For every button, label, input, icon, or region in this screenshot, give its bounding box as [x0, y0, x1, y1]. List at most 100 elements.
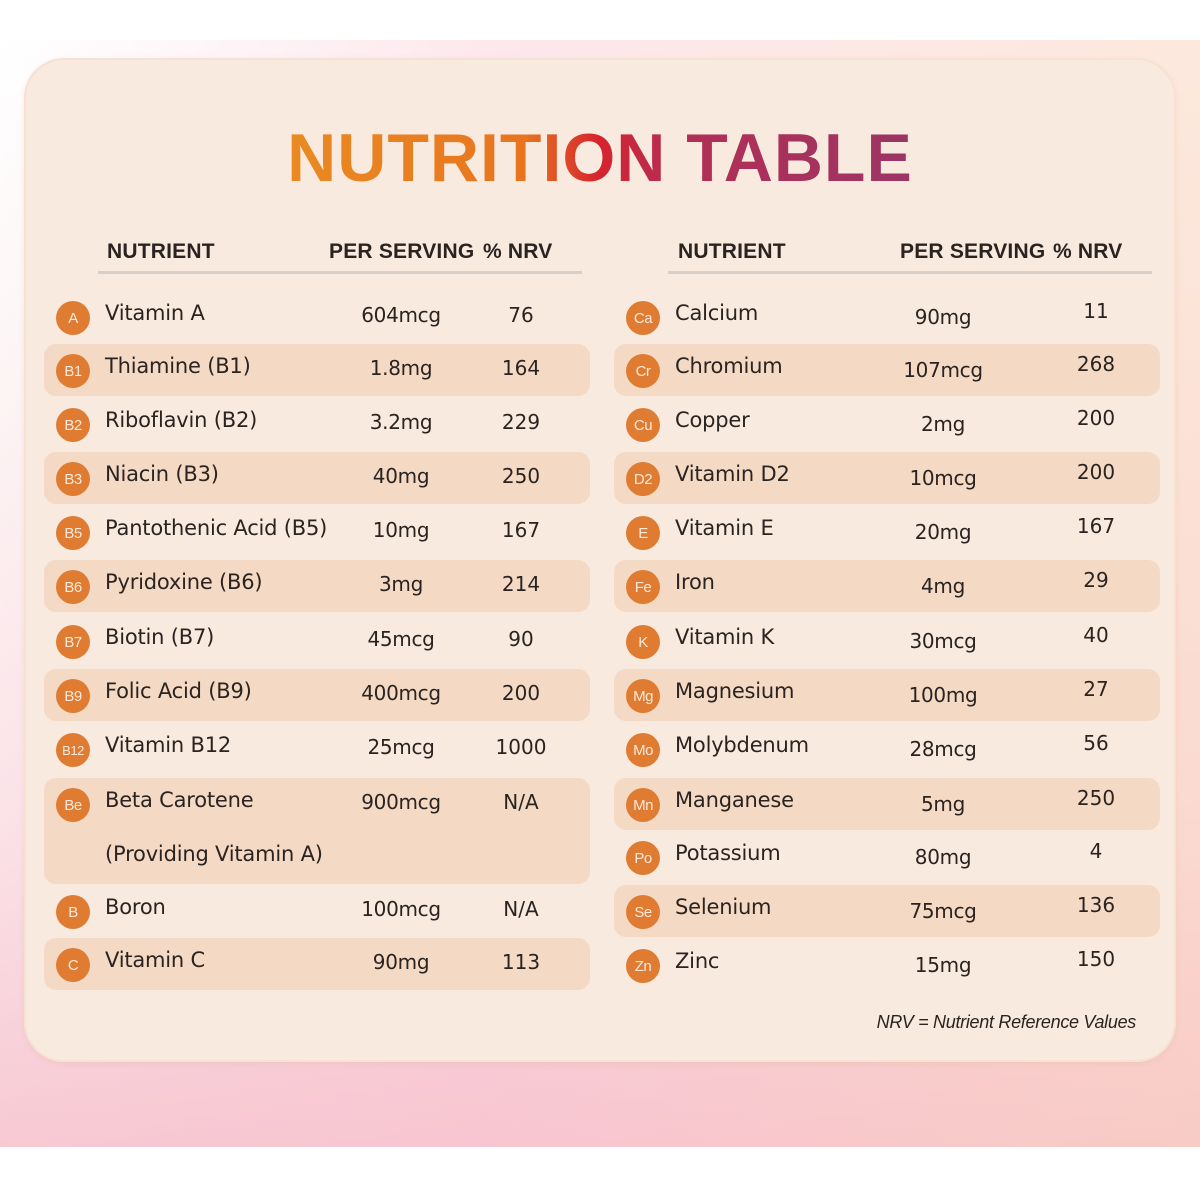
nutrient-name: Pyridoxine (B6): [105, 570, 263, 594]
per-serving-value: 10mcg: [909, 466, 977, 490]
nrv-value: 76: [508, 303, 534, 327]
per-serving-value: 75mcg: [909, 899, 977, 923]
nutrient-name: Molybdenum: [675, 733, 809, 757]
per-serving-value: 5mg: [920, 792, 965, 816]
nutrient-badge-icon: Ca: [626, 301, 660, 335]
nutrient-name: Zinc: [675, 949, 720, 973]
nrv-value: 164: [501, 356, 541, 380]
nutrient-name: Boron: [105, 895, 166, 919]
nutrient-badge-icon: C: [56, 948, 90, 982]
nrv-value: N/A: [503, 897, 539, 921]
nutrient-badge-icon: Po: [626, 841, 660, 875]
nutrient-badge-icon: Fe: [626, 570, 660, 604]
per-serving-value: 900mcg: [361, 790, 441, 814]
table-row: Mn Manganese 5mg 250: [614, 778, 1160, 830]
per-serving-value: 100mg: [908, 683, 978, 707]
table-row: Ca Calcium 90mg 11: [614, 291, 1160, 343]
nutrient-name: Chromium: [675, 354, 783, 378]
header-nutrient: NUTRIENT: [678, 240, 786, 263]
nutrient-badge-icon: D2: [626, 462, 660, 496]
right-table: NUTRIENT PER SERVING % NRV Ca Calcium 90…: [610, 236, 1170, 983]
table-row: Se Selenium 75mcg 136: [614, 885, 1160, 937]
nutrient-badge-icon: B12: [56, 733, 90, 767]
table-row: C Vitamin C 90mg 113: [44, 938, 590, 990]
nrv-value: 214: [501, 572, 541, 596]
nutrient-name: Vitamin C: [105, 948, 205, 972]
nrv-value: 11: [1083, 299, 1109, 323]
nrv-value: N/A: [503, 790, 539, 814]
per-serving-value: 1.8mg: [369, 356, 433, 380]
nutrient-badge-icon: B5: [56, 516, 90, 550]
header-divider: [668, 271, 1152, 274]
table-row: B1 Thiamine (B1) 1.8mg 164: [44, 344, 590, 396]
nutrient-name: Calcium: [675, 301, 759, 325]
table-row: K Vitamin K 30mcg 40: [614, 615, 1160, 667]
per-serving-value: 3.2mg: [369, 410, 433, 434]
per-serving-value: 90mg: [372, 950, 430, 974]
nrv-value: 167: [501, 518, 541, 542]
nrv-value: 150: [1076, 947, 1116, 971]
table-row: B6 Pyridoxine (B6) 3mg 214: [44, 560, 590, 612]
nutrient-badge-icon: K: [626, 625, 660, 659]
nutrient-name: Selenium: [675, 895, 772, 919]
nutrient-badge-icon: A: [56, 301, 90, 335]
nutrient-name: Folic Acid (B9): [105, 679, 252, 703]
nrv-value: 136: [1076, 893, 1116, 917]
nutrient-badge-icon: B7: [56, 625, 90, 659]
nutrient-badge-icon: B1: [56, 354, 90, 388]
nrv-value: 268: [1076, 352, 1116, 376]
left-table: NUTRIENT PER SERVING % NRV A Vitamin A 6…: [40, 236, 600, 990]
nutrient-name: Biotin (B7): [105, 625, 215, 649]
nrv-value: 56: [1083, 731, 1109, 755]
table-row: B2 Riboflavin (B2) 3.2mg 229: [44, 398, 590, 450]
per-serving-value: 4mg: [920, 574, 965, 598]
table-row: Mo Molybdenum 28mcg 56: [614, 723, 1160, 775]
nutrient-badge-icon: B3: [56, 462, 90, 496]
nrv-value: 250: [501, 464, 541, 488]
header-per-serving: PER SERVING: [329, 240, 475, 263]
nutrient-name: Vitamin E: [675, 516, 774, 540]
per-serving-value: 20mg: [914, 520, 972, 544]
header-nrv: % NRV: [1053, 240, 1123, 263]
nutrient-name: Copper: [675, 408, 750, 432]
nrv-value: 1000: [495, 735, 547, 759]
nrv-footnote: NRV = Nutrient Reference Values: [876, 1012, 1137, 1032]
per-serving-value: 45mcg: [367, 627, 435, 651]
table-row: B5 Pantothenic Acid (B5) 10mg 167: [44, 506, 590, 558]
header-per-serving: PER SERVING: [900, 240, 1046, 263]
nutrient-badge-icon: Mo: [626, 733, 660, 767]
nutrient-name: Vitamin K: [675, 625, 775, 649]
bottom-margin: [0, 1147, 1200, 1200]
per-serving-value: 90mg: [914, 305, 972, 329]
nutrient-name: Niacin (B3): [105, 462, 219, 486]
nutrient-badge-icon: Cr: [626, 354, 660, 388]
nutrient-badge-icon: Cu: [626, 408, 660, 442]
per-serving-value: 400mcg: [361, 681, 441, 705]
nrv-value: 250: [1076, 786, 1116, 810]
page-title: NUTRITION TABLE: [287, 120, 913, 196]
per-serving-value: 10mg: [372, 518, 430, 542]
nutrient-badge-icon: B6: [56, 570, 90, 604]
table-row: Cr Chromium 107mcg 268: [614, 344, 1160, 396]
nutrient-name: Vitamin A: [105, 301, 205, 325]
nrv-value: 90: [508, 627, 534, 651]
header-nutrient: NUTRIENT: [107, 240, 215, 263]
nrv-value: 40: [1083, 623, 1109, 647]
nutrient-badge-icon: B9: [56, 679, 90, 713]
table-header: NUTRIENT PER SERVING % NRV: [610, 236, 1170, 276]
nutrient-badge-icon: B: [56, 895, 90, 929]
table-row: Zn Zinc 15mg 150: [614, 939, 1160, 991]
per-serving-value: 107mcg: [903, 358, 983, 382]
nutrient-name: Beta Carotene: [105, 788, 254, 812]
table-row: A Vitamin A 604mcg 76: [44, 291, 590, 343]
nutrient-badge-icon: E: [626, 516, 660, 550]
nrv-value: 113: [501, 950, 541, 974]
per-serving-value: 40mg: [372, 464, 430, 488]
nrv-value: 200: [501, 681, 541, 705]
table-row: B Boron 100mcg N/A: [44, 885, 590, 937]
per-serving-value: 30mcg: [909, 629, 977, 653]
per-serving-value: 100mcg: [361, 897, 441, 921]
nutrient-name: Vitamin B12: [105, 733, 232, 757]
nutrient-name: Pantothenic Acid (B5): [105, 516, 328, 540]
table-row: B9 Folic Acid (B9) 400mcg 200: [44, 669, 590, 721]
